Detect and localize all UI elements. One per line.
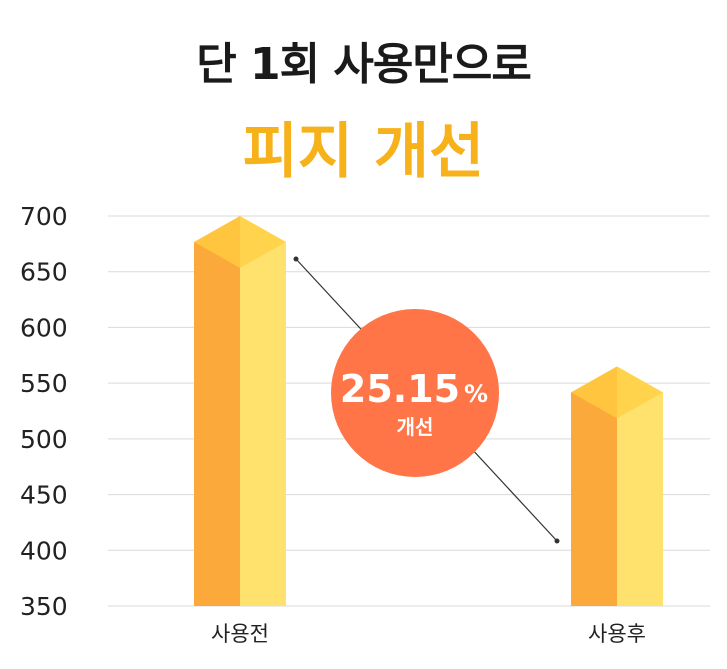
y-tick-label-600: 600 (20, 313, 68, 342)
y-axis-ticks: 350 400 450 500 550 600 650 700 (20, 202, 68, 621)
bar-2 (571, 366, 663, 606)
bar-2-left-face (571, 392, 617, 606)
bars (194, 216, 663, 606)
y-tick-label-500: 500 (20, 425, 68, 454)
y-tick-label-350: 350 (20, 592, 68, 621)
bar-1-top-left (194, 216, 240, 268)
badge-circle (331, 309, 499, 477)
improvement-badge: 25.15 % 개선 (331, 309, 499, 477)
bar-2-top-right (617, 366, 663, 419)
bar-2-right-face (617, 392, 663, 606)
y-tick-label-400: 400 (20, 536, 68, 565)
connector-start-dot (293, 256, 299, 262)
bar-1-top-right (240, 216, 286, 268)
bar-2-top-left (571, 366, 617, 419)
y-tick-label-550: 550 (20, 369, 68, 398)
badge-label: 개선 (397, 415, 434, 439)
badge-unit: % (464, 380, 488, 408)
y-tick-label-700: 700 (20, 202, 68, 231)
title-line-1: 단 1회 사용만으로 (196, 39, 532, 90)
y-tick-label-450: 450 (20, 481, 68, 510)
bar-1 (194, 216, 286, 606)
x-category-label-1: 사용전 (211, 622, 269, 646)
x-category-label-2: 사용후 (588, 622, 646, 646)
bar-1-left-face (194, 242, 240, 606)
x-axis-categories: 사용전 사용후 (211, 622, 646, 646)
connector-end-dot (554, 538, 560, 544)
y-tick-label-650: 650 (20, 258, 68, 287)
title-line-2: 피지 개선 (242, 117, 485, 187)
bar-1-right-face (240, 242, 286, 606)
badge-value: 25.15 (340, 367, 460, 411)
